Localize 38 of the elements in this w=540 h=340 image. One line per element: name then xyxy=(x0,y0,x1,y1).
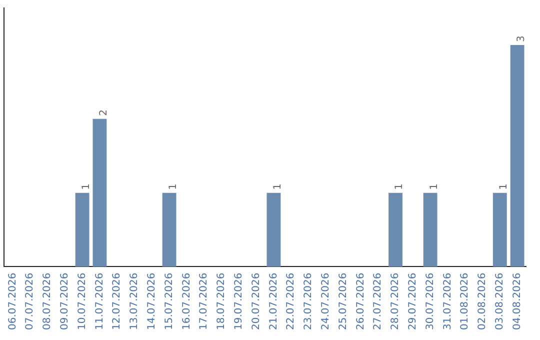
data-label: 2 xyxy=(98,110,110,116)
x-tick-label: 15.07.2026 xyxy=(164,272,175,330)
x-tick-label: 06.07.2026 xyxy=(7,272,18,330)
x-tick-label: 29.07.2026 xyxy=(407,272,418,330)
x-tick-label: 17.07.2026 xyxy=(198,272,210,330)
x-tick-label: 07.07.2026 xyxy=(24,272,36,330)
x-tick-label: 23.07.2026 xyxy=(303,272,314,330)
x-tick-label: 16.07.2026 xyxy=(181,272,192,330)
x-tick-label: 31.07.2026 xyxy=(442,272,454,330)
x-tick-label: 26.07.2026 xyxy=(355,272,366,330)
x-tick-label: 13.07.2026 xyxy=(129,272,140,330)
x-tick-label: 30.07.2026 xyxy=(424,272,436,330)
x-tick-label: 01.08.2026 xyxy=(460,272,471,330)
x-tick-label: 18.07.2026 xyxy=(216,272,228,330)
data-label: 1 xyxy=(168,183,179,190)
x-tick-label: 22.07.2026 xyxy=(286,272,297,330)
x-tick-label: 10.07.2026 xyxy=(76,272,88,330)
data-label: 1 xyxy=(394,183,406,190)
data-label: 1 xyxy=(80,183,92,190)
data-label: 1 xyxy=(272,183,284,190)
x-tick-label: 12.07.2026 xyxy=(112,272,123,330)
x-tick-label: 04.08.2026 xyxy=(512,272,523,330)
x-tick-label: 19.07.2026 xyxy=(233,272,244,330)
data-label: 1 xyxy=(428,183,440,190)
x-tick-label: 09.07.2026 xyxy=(59,272,70,330)
x-tick-label: 21.07.2026 xyxy=(268,272,280,330)
x-tick-label: 20.07.2026 xyxy=(250,272,262,330)
x-tick-label: 11.07.2026 xyxy=(94,272,106,330)
data-label: 3 xyxy=(516,36,527,42)
x-tick-label: 25.07.2026 xyxy=(338,272,349,330)
x-tick-label: 03.08.2026 xyxy=(494,272,506,330)
data-label: 1 xyxy=(498,183,510,190)
x-tick-label: 08.07.2026 xyxy=(42,272,54,330)
x-tick-label: 24.07.2026 xyxy=(320,272,332,330)
x-tick-label: 28.07.2026 xyxy=(390,272,402,330)
x-tick-label: 02.08.2026 xyxy=(477,272,488,330)
x-tick-label: 14.07.2026 xyxy=(146,272,158,330)
x-tick-label: 27.07.2026 xyxy=(372,272,384,330)
